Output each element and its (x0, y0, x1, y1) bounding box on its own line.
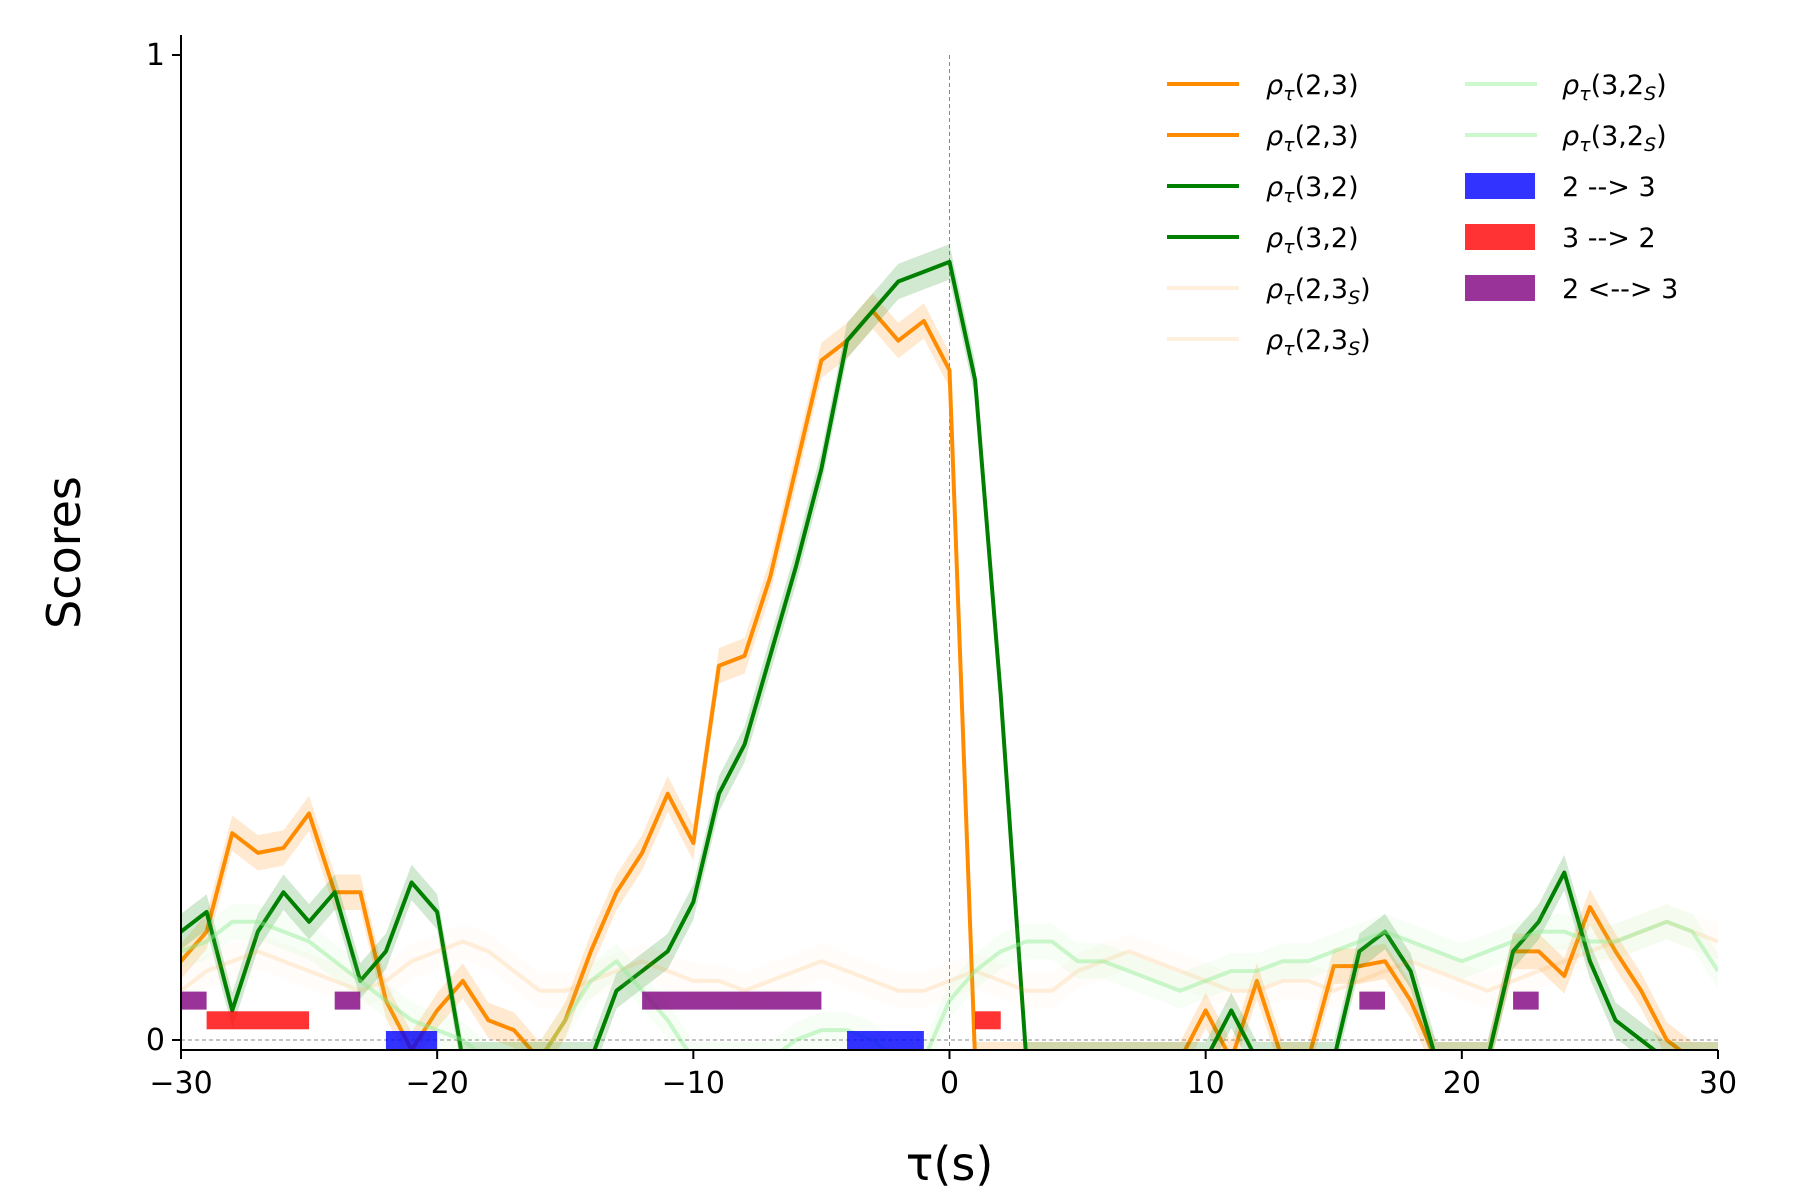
legend-label-c2-2: 2 --> 3 (1562, 172, 1656, 203)
legend-label-c1-5: ρτ(2,3S) (1266, 325, 1371, 360)
significance-bar-2-4 (1513, 991, 1539, 1010)
legend-label-c1-1: ρτ(2,3) (1266, 121, 1359, 156)
x-tick-label-5: 20 (1443, 1066, 1481, 1101)
legend-swatch-c2-3 (1465, 224, 1535, 250)
significance-bar-1-0 (206, 1011, 310, 1030)
x-tick-label-0: −30 (149, 1066, 212, 1101)
x-tick-label-3: 0 (940, 1066, 959, 1101)
legend-label-c2-4: 2 <--> 3 (1562, 274, 1678, 305)
y-axis-title: Scores (37, 476, 91, 629)
x-tick-label-6: 30 (1699, 1066, 1737, 1101)
series-line-0 (181, 309, 1684, 1050)
tick-labels: −30 −20 −10 0 10 20 30 0 1 (146, 38, 1737, 1101)
series-layer (181, 244, 1718, 1050)
legend-label-c2-3: 3 --> 2 (1562, 223, 1656, 254)
reference-lines (181, 55, 1718, 1050)
significance-layer (181, 991, 1539, 1049)
legend-label-c1-3: ρτ(3,2) (1266, 223, 1359, 258)
legend-label-c1-0: ρτ(2,3) (1266, 70, 1359, 105)
legend-label-c1-2: ρτ(3,2) (1266, 172, 1359, 207)
x-tick-label-2: −10 (662, 1066, 725, 1101)
x-axis-title: τ(s) (906, 1137, 994, 1191)
significance-bar-1-1 (975, 1011, 1001, 1030)
series-line-4 (181, 919, 1718, 993)
significance-bar-0-1 (847, 1031, 924, 1049)
legend: ρτ(2,3) ρτ(2,3) ρτ(3,2) ρτ(3,2) ρτ(2,3S) ρτ(2… (1167, 70, 1678, 360)
significance-bar-0-0 (385, 1031, 438, 1049)
significance-bar-2-0 (181, 991, 207, 1010)
legend-swatch-c2-2 (1465, 173, 1535, 199)
legend-swatch-c2-4 (1465, 275, 1535, 301)
x-tick-label-1: −20 (406, 1066, 469, 1101)
y-tick-label-0: 0 (146, 1023, 165, 1058)
legend-label-c2-1: ρτ(3,2S) (1562, 121, 1667, 156)
significance-bar-2-2 (642, 991, 822, 1010)
significance-bar-2-1 (334, 991, 361, 1010)
legend-label-c1-4: ρτ(2,3S) (1266, 274, 1371, 309)
y-tick-label-1: 1 (146, 38, 165, 73)
x-tick-label-4: 10 (1187, 1066, 1225, 1101)
series-band-6 (181, 904, 1718, 1050)
legend-label-c2-0: ρτ(3,2S) (1562, 70, 1667, 105)
series-line-6 (181, 919, 1718, 1050)
series-line-2 (181, 259, 1658, 1050)
significance-bar-2-3 (1359, 991, 1385, 1010)
